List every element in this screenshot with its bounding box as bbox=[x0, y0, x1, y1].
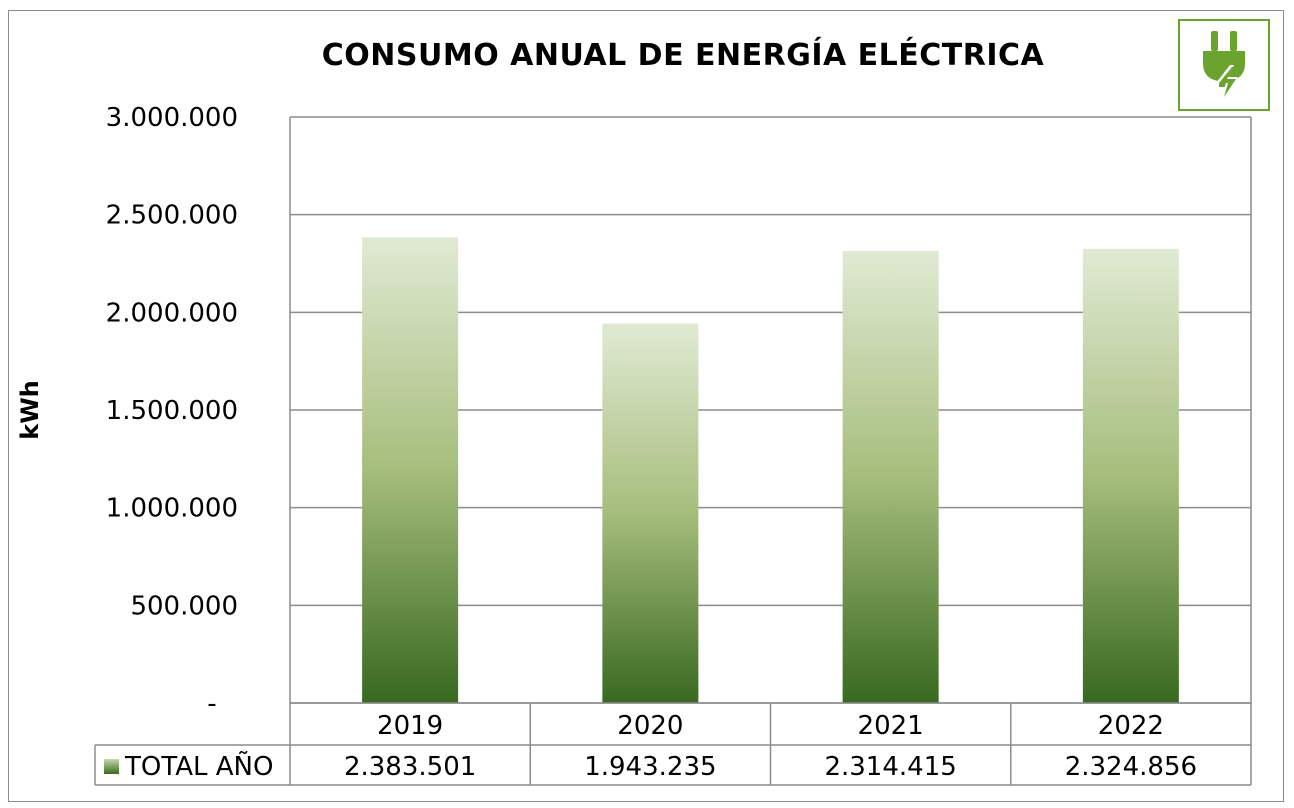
y-tick-label: 3.000.000 bbox=[106, 103, 238, 133]
legend-entry: TOTAL AÑO bbox=[124, 750, 273, 782]
y-tick-label: 1.500.000 bbox=[106, 396, 238, 426]
y-tick-label: 2.500.000 bbox=[106, 201, 238, 231]
x-tick-label: 2022 bbox=[1098, 711, 1164, 741]
chart-title: CONSUMO ANUAL DE ENERGÍA ELÉCTRICA bbox=[321, 38, 1045, 73]
data-label: 2.324.856 bbox=[1065, 752, 1197, 782]
plug-lightning-icon bbox=[1178, 19, 1270, 111]
bar-2022 bbox=[1082, 248, 1179, 704]
data-label: 1.943.235 bbox=[584, 752, 716, 782]
y-tick-label: 2.000.000 bbox=[106, 298, 238, 328]
x-tick-label: 2020 bbox=[617, 711, 683, 741]
y-tick-label: 500.000 bbox=[130, 591, 238, 621]
data-label: 2.383.501 bbox=[344, 752, 476, 782]
legend-swatch bbox=[104, 759, 119, 774]
y-tick-label: - bbox=[207, 689, 216, 719]
x-tick-label: 2019 bbox=[377, 711, 443, 741]
y-tick-label: 1.000.000 bbox=[106, 494, 238, 524]
bar-2020 bbox=[602, 323, 699, 703]
data-label: 2.314.415 bbox=[824, 752, 956, 782]
bar-2021 bbox=[842, 250, 939, 703]
x-tick-label: 2021 bbox=[858, 711, 924, 741]
bar-2019 bbox=[362, 237, 459, 704]
